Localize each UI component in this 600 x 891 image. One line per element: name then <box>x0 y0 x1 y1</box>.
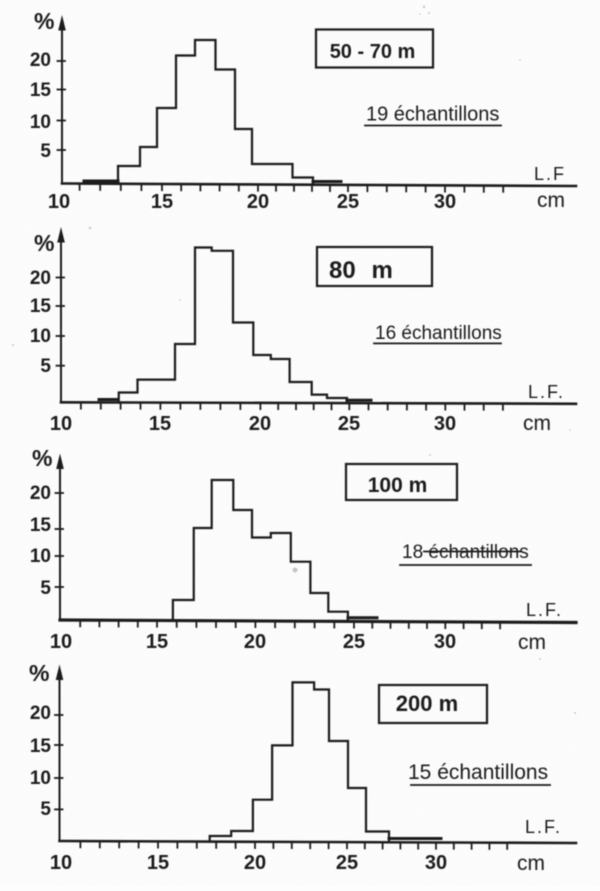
svg-text:25: 25 <box>336 852 358 874</box>
svg-text:15: 15 <box>149 413 171 435</box>
svg-text:m: m <box>372 257 393 284</box>
svg-text:5: 5 <box>40 799 51 820</box>
svg-text:50 - 70 m: 50 - 70 m <box>330 41 416 63</box>
svg-text:19 échantillons: 19 échantillons <box>366 104 499 126</box>
svg-text:20: 20 <box>30 483 51 504</box>
svg-text:%: % <box>34 8 54 34</box>
svg-text:%: % <box>29 660 49 686</box>
svg-text:L.F.: L.F. <box>525 817 562 837</box>
svg-text:10: 10 <box>50 631 72 653</box>
svg-text:15: 15 <box>147 852 169 874</box>
svg-text:20: 20 <box>249 413 271 435</box>
svg-text:20: 20 <box>244 631 266 653</box>
svg-text:30: 30 <box>425 852 447 874</box>
svg-text:15 échantillons: 15 échantillons <box>408 761 548 784</box>
svg-text:200 m: 200 m <box>396 691 458 716</box>
svg-text:16 échantillons: 16 échantillons <box>375 323 502 344</box>
svg-text:20: 20 <box>30 703 51 724</box>
svg-text:20: 20 <box>30 50 51 71</box>
svg-text:cm: cm <box>523 412 551 435</box>
svg-text:10: 10 <box>50 413 72 435</box>
svg-text:10: 10 <box>48 191 70 213</box>
svg-text:25: 25 <box>337 191 359 213</box>
svg-text:%: % <box>34 230 54 256</box>
svg-text:25: 25 <box>343 631 365 653</box>
svg-text:30: 30 <box>434 631 456 653</box>
svg-text:10: 10 <box>50 852 72 874</box>
svg-text:10: 10 <box>30 768 51 789</box>
svg-text:cm: cm <box>517 852 545 875</box>
svg-text:10: 10 <box>30 326 51 347</box>
svg-text:15: 15 <box>151 191 173 213</box>
svg-text:%: % <box>32 445 52 471</box>
svg-text:15: 15 <box>146 631 168 653</box>
svg-text:L.F.: L.F. <box>528 382 565 402</box>
svg-text:10: 10 <box>30 112 51 133</box>
svg-text:30: 30 <box>434 191 456 213</box>
svg-text:15: 15 <box>30 296 52 317</box>
svg-text:20: 20 <box>247 191 269 213</box>
svg-text:80: 80 <box>329 257 356 284</box>
svg-text:18 échantillons: 18 échantillons <box>402 542 529 563</box>
svg-text:cm: cm <box>537 189 565 212</box>
svg-text:15: 15 <box>30 80 52 101</box>
svg-text:100 m: 100 m <box>368 474 428 497</box>
svg-text:15: 15 <box>30 515 52 536</box>
svg-text:10: 10 <box>30 546 51 567</box>
svg-text:L.F.: L.F. <box>526 600 563 620</box>
svg-text:15: 15 <box>30 736 52 757</box>
svg-text:20: 20 <box>30 268 51 289</box>
svg-text:L.F: L.F <box>534 164 566 184</box>
svg-text:25: 25 <box>338 413 360 435</box>
svg-text:30: 30 <box>434 413 456 435</box>
svg-text:5: 5 <box>40 356 51 377</box>
svg-text:5: 5 <box>40 578 51 599</box>
svg-text:cm: cm <box>518 631 546 654</box>
svg-text:20: 20 <box>244 852 266 874</box>
svg-text:5: 5 <box>40 141 51 162</box>
